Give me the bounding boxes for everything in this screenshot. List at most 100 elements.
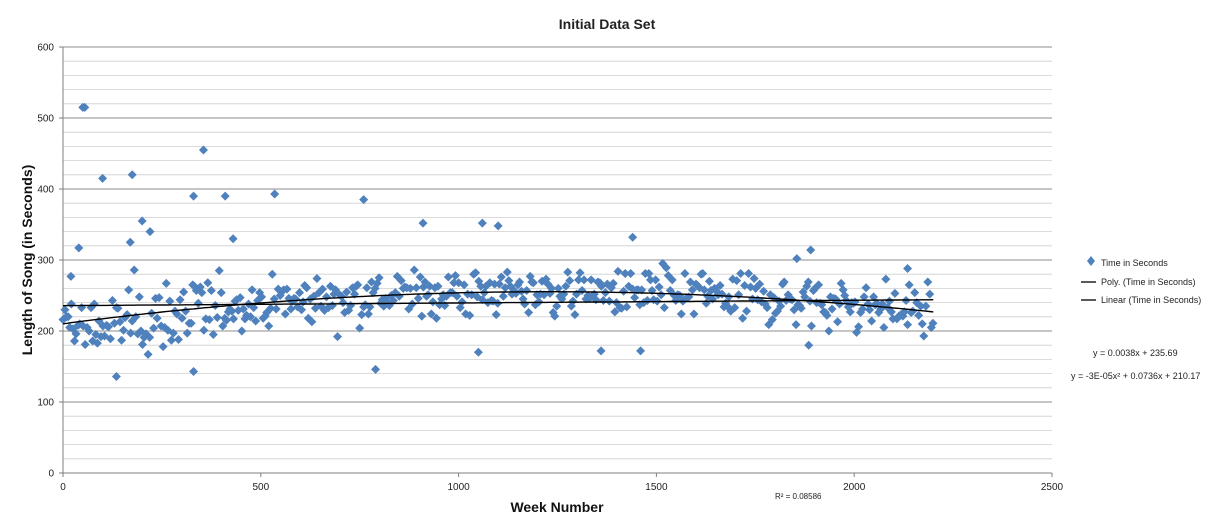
data-point: [886, 307, 896, 317]
data-point: [654, 282, 664, 292]
chart-title: Initial Data Set: [559, 16, 656, 32]
data-point: [228, 234, 238, 244]
data-point: [881, 274, 891, 284]
legend: Time in Seconds Poly. (Time in Seconds) …: [1081, 256, 1201, 305]
data-point: [235, 293, 245, 303]
data-point: [206, 286, 216, 296]
data-point: [879, 322, 889, 332]
linear-trendline: [62, 299, 934, 307]
data-point: [450, 271, 460, 281]
data-point: [423, 290, 433, 300]
data-point: [152, 313, 162, 323]
legend-label-linear: Linear (Time in Seconds): [1101, 295, 1201, 305]
r-squared-label: R² = 0.08586: [775, 492, 822, 501]
data-point: [66, 271, 76, 281]
data-point: [355, 323, 365, 333]
data-point: [493, 221, 503, 231]
data-point: [353, 280, 363, 290]
data-point: [237, 326, 247, 336]
data-point: [579, 275, 589, 285]
data-point: [903, 320, 913, 330]
data-point: [865, 305, 875, 315]
data-point: [238, 304, 248, 314]
data-point: [659, 303, 669, 313]
data-point: [822, 310, 832, 320]
data-point: [744, 268, 754, 278]
data-point: [189, 191, 199, 201]
data-point: [520, 299, 530, 309]
data-point: [577, 286, 587, 296]
data-point: [515, 277, 525, 287]
data-point: [333, 332, 343, 342]
data-point: [791, 320, 801, 330]
data-point: [903, 264, 913, 274]
data-point: [129, 265, 139, 275]
data-point: [910, 288, 920, 298]
data-point: [280, 309, 290, 319]
y-tick-label: 400: [37, 185, 54, 196]
data-point: [904, 280, 914, 290]
data-point: [792, 254, 802, 264]
data-point: [620, 268, 630, 278]
data-point: [561, 281, 571, 291]
data-point: [628, 232, 638, 242]
data-point: [126, 328, 136, 338]
data-point: [204, 315, 214, 325]
data-point: [736, 268, 746, 278]
data-point: [297, 305, 307, 315]
data-point: [528, 278, 538, 288]
data-point: [730, 303, 740, 313]
data-point: [550, 311, 560, 321]
data-point: [125, 237, 135, 247]
data-point: [428, 297, 438, 307]
data-point: [687, 285, 697, 295]
data-point: [214, 266, 224, 276]
data-point: [858, 304, 868, 314]
data-point: [498, 291, 508, 301]
data-point: [374, 273, 384, 283]
y-tick-label: 0: [48, 469, 54, 480]
data-point: [636, 346, 646, 356]
data-point: [919, 331, 929, 341]
data-point: [199, 325, 209, 335]
data-point: [134, 292, 144, 302]
data-point: [411, 283, 421, 293]
data-point: [63, 312, 73, 322]
data-point: [166, 335, 176, 345]
data-point: [921, 301, 931, 311]
data-point: [120, 313, 130, 323]
data-point: [249, 303, 259, 313]
data-point: [642, 295, 652, 305]
data-point: [861, 283, 871, 293]
data-point: [568, 296, 578, 306]
data-point: [357, 310, 367, 320]
data-point: [800, 292, 810, 302]
data-point: [302, 283, 312, 293]
data-point: [179, 287, 189, 297]
data-point: [573, 275, 583, 285]
data-point: [619, 286, 629, 296]
data-point: [267, 269, 277, 279]
data-point: [197, 288, 207, 298]
data-point: [680, 268, 690, 278]
data-point: [443, 272, 453, 282]
data-point: [804, 340, 814, 350]
data-point: [161, 278, 171, 288]
data-point: [84, 326, 94, 336]
data-point: [604, 296, 614, 306]
data-point: [220, 191, 230, 201]
data-point: [476, 281, 486, 291]
data-point: [394, 291, 404, 301]
data-point: [257, 292, 267, 302]
data-point: [417, 311, 427, 321]
data-point: [264, 321, 274, 331]
data-point: [172, 309, 182, 319]
poly-equation-label: y = -3E-05x² + 0.0736x + 210.17: [1071, 371, 1200, 381]
data-point: [565, 276, 575, 286]
data-point: [755, 279, 765, 289]
data-point: [742, 306, 752, 316]
data-point: [552, 301, 562, 311]
data-point: [145, 332, 155, 342]
data-point: [396, 276, 406, 286]
